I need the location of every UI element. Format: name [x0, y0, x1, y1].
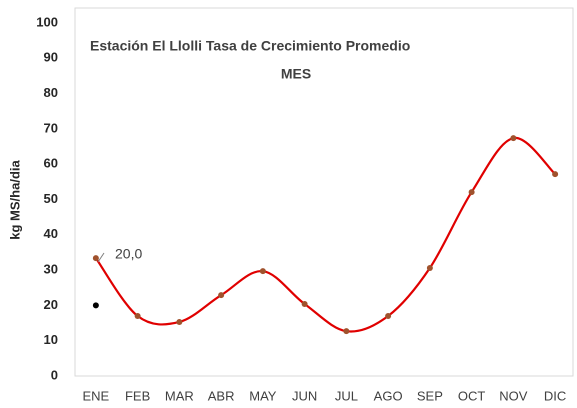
x-tick-label: OCT: [458, 388, 486, 403]
x-tick-label: MAR: [165, 388, 194, 403]
y-axis-label: kg MS/ha/dia: [7, 160, 22, 240]
x-tick-label: ABR: [208, 388, 235, 403]
point: [176, 318, 183, 325]
y-tick-label: 30: [44, 262, 58, 277]
point: [385, 312, 392, 319]
point: [343, 328, 350, 335]
x-tick-label: AGO: [374, 388, 403, 403]
chart-title: Estación El Llolli Tasa de Crecimiento P…: [90, 38, 410, 54]
point: [134, 312, 141, 319]
y-tick-label: 90: [44, 50, 58, 65]
y-tick-label: 20: [44, 297, 58, 312]
line: [94, 136, 556, 333]
y-tick-label: 50: [44, 191, 58, 206]
y-tick-label: 0: [51, 367, 58, 382]
x-tick-label: FEB: [125, 388, 150, 403]
y-tick-label: 60: [44, 156, 58, 171]
y-tick-label: 100: [36, 14, 58, 29]
x-tick-label: JUL: [335, 388, 358, 403]
point: [92, 255, 99, 262]
x-tick-label: JUN: [292, 388, 317, 403]
x-tick-label: MAY: [249, 388, 277, 403]
point: [218, 292, 225, 299]
point: [510, 135, 517, 142]
x-tick-label: ENE: [83, 388, 110, 403]
point: [301, 300, 308, 307]
point: [426, 264, 433, 271]
point: [259, 268, 266, 275]
y-tick-label: 70: [44, 120, 58, 135]
plot-frame: [74, 7, 574, 377]
point: [552, 171, 559, 178]
chart-subtitle: MES: [281, 66, 311, 82]
annotation-leader: [97, 252, 105, 263]
x-tick-label: SEP: [417, 388, 443, 403]
y-tick-label: 80: [44, 85, 58, 100]
y-tick-label: 10: [44, 332, 58, 347]
annotation-label: 20,0: [115, 246, 142, 262]
x-tick-label: DIC: [544, 388, 566, 403]
annotation-point: [92, 302, 99, 309]
point: [468, 189, 475, 196]
x-tick-label: NOV: [499, 388, 528, 403]
y-tick-label: 40: [44, 226, 58, 241]
